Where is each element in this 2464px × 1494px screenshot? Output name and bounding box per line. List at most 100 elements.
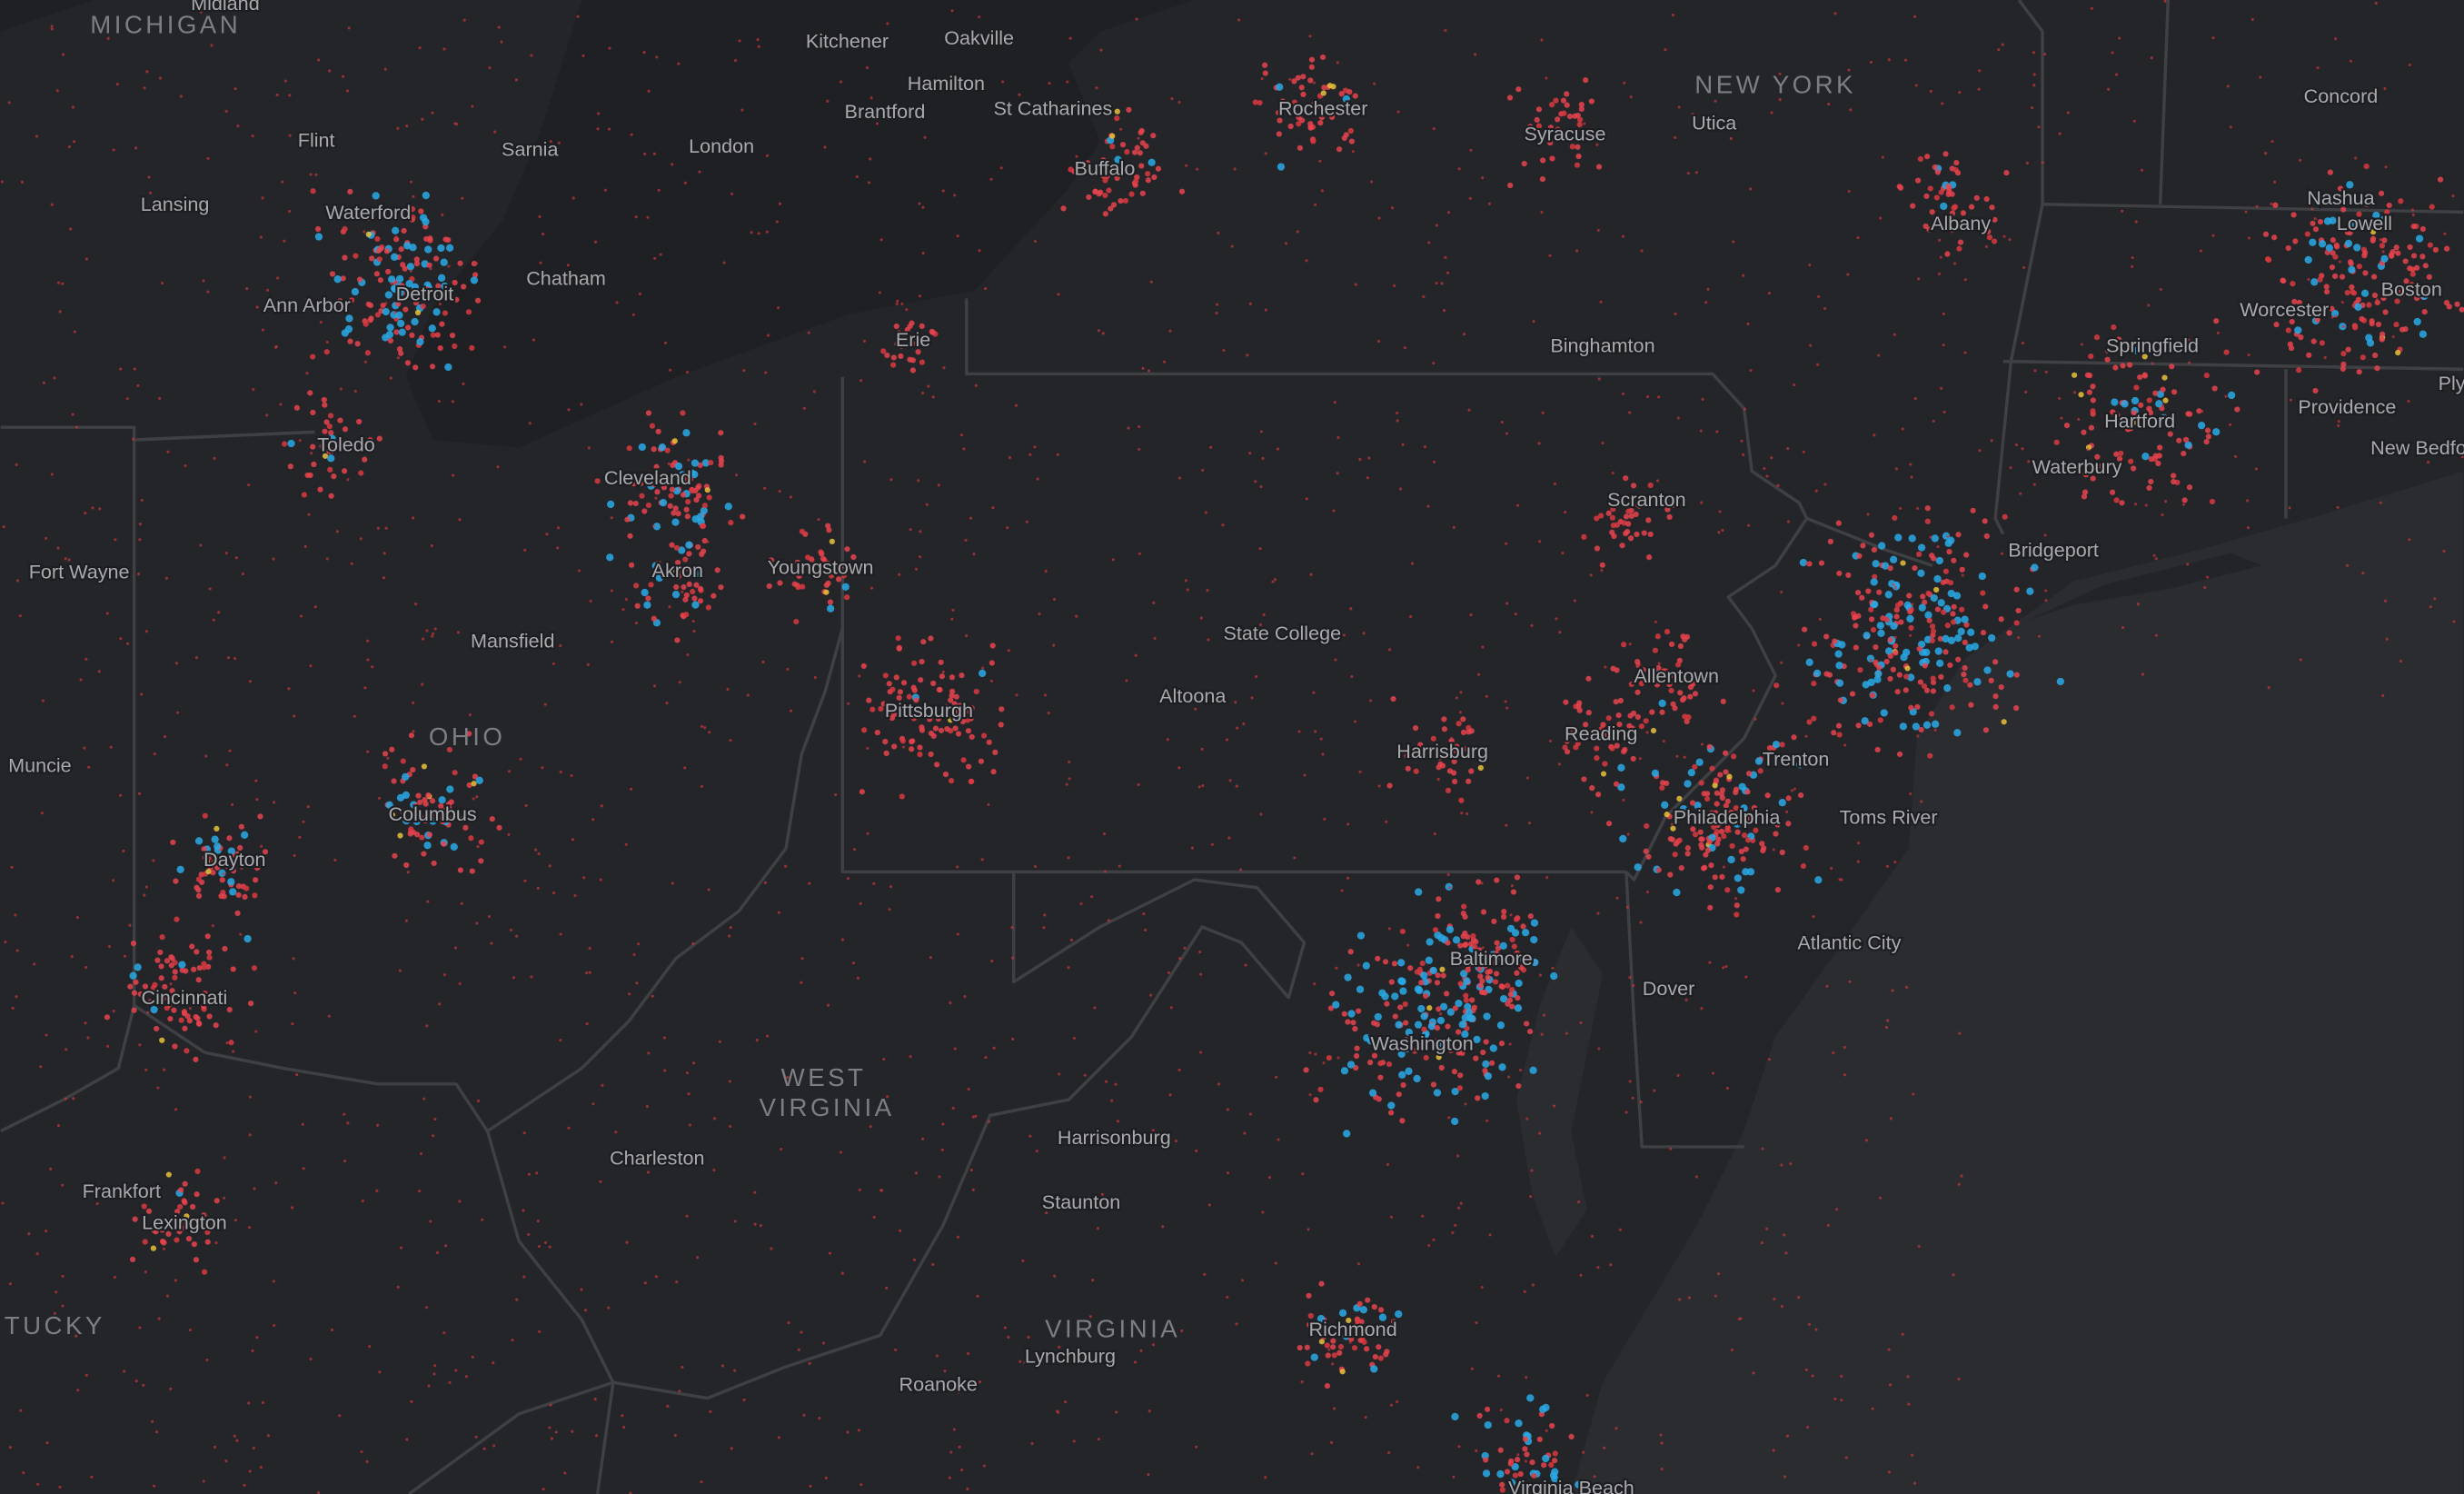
- population-dot: [1363, 1034, 1371, 1042]
- population-dot: [1090, 895, 1094, 899]
- population-dot: [1930, 593, 1938, 603]
- population-dot: [955, 708, 961, 715]
- population-dot: [206, 1013, 213, 1020]
- population-dot: [1538, 973, 1543, 977]
- population-dot: [1126, 106, 1132, 113]
- population-dot: [1896, 184, 1903, 190]
- population-dot: [1643, 718, 1649, 724]
- population-dot: [1296, 115, 1302, 121]
- population-dot: [184, 1048, 190, 1054]
- population-dot: [927, 716, 933, 722]
- population-dot: [667, 462, 671, 465]
- population-dot: [867, 181, 871, 184]
- population-dot: [628, 992, 631, 996]
- population-dot: [412, 730, 415, 733]
- population-dot: [1138, 552, 1141, 555]
- population-dot: [1917, 679, 1923, 685]
- population-dot: [1978, 69, 1982, 73]
- population-dot: [740, 513, 746, 520]
- population-dot: [2317, 276, 2323, 283]
- population-dot: [1342, 95, 1350, 104]
- population-dot: [1773, 682, 1780, 689]
- population-dot: [1992, 693, 1999, 700]
- population-dot: [1670, 822, 1674, 826]
- population-dot: [1414, 1021, 1423, 1029]
- population-dot: [1426, 1005, 1433, 1011]
- population-dot: [1343, 132, 1349, 138]
- population-dot: [652, 152, 656, 155]
- population-dot: [1403, 346, 1406, 350]
- population-dot: [422, 290, 429, 296]
- population-dot: [1014, 403, 1018, 407]
- population-dot: [1874, 670, 1883, 678]
- population-dot: [1840, 1374, 1843, 1378]
- population-dot: [1856, 860, 1860, 863]
- population-dot: [1917, 569, 1925, 577]
- population-dot: [930, 680, 937, 687]
- population-dot: [2395, 349, 2401, 356]
- population-dot: [1818, 617, 1822, 622]
- population-dot: [783, 864, 788, 868]
- population-dot: [341, 468, 348, 474]
- population-dot: [395, 301, 402, 307]
- population-dot: [1963, 278, 1967, 282]
- population-dot: [1887, 58, 1891, 62]
- population-dot: [1738, 848, 1744, 855]
- population-dot: [1779, 742, 1785, 748]
- population-dot: [2327, 169, 2333, 175]
- population-dot: [2250, 17, 2254, 21]
- population-dot: [735, 473, 739, 477]
- population-dot: [2234, 454, 2238, 458]
- city-label: Hartford: [2104, 410, 2175, 433]
- population-dot: [1476, 965, 1483, 972]
- population-dot: [882, 672, 889, 679]
- population-dot: [460, 815, 467, 822]
- population-dot: [1816, 363, 1820, 366]
- population-dot: [40, 812, 44, 815]
- population-dot: [584, 1309, 588, 1312]
- population-dot: [1868, 616, 1875, 622]
- population-dot: [18, 614, 22, 618]
- population-dot: [189, 943, 195, 950]
- population-dot: [1331, 1362, 1335, 1366]
- population-dot: [2025, 161, 2029, 164]
- population-dot: [974, 383, 978, 387]
- population-dot: [1527, 913, 1534, 920]
- population-dot: [2289, 398, 2293, 402]
- population-dot: [2285, 327, 2291, 334]
- population-dot: [855, 174, 859, 179]
- population-dot: [1772, 848, 1775, 852]
- population-dot: [1597, 513, 1605, 519]
- population-dot: [293, 991, 297, 995]
- population-dot: [331, 473, 337, 480]
- population-dot: [1101, 332, 1105, 335]
- population-dot: [645, 1104, 649, 1109]
- population-dot: [2134, 220, 2138, 224]
- population-dot: [638, 292, 642, 295]
- population-dot: [421, 637, 425, 641]
- population-dot: [2330, 315, 2334, 319]
- population-dot: [214, 825, 220, 832]
- population-dot: [1903, 58, 1907, 62]
- population-dot: [165, 1171, 172, 1178]
- population-dot: [1742, 453, 1745, 457]
- population-dot: [1619, 834, 1627, 843]
- population-dot: [474, 262, 479, 265]
- state-label: VIRGINIA: [1045, 1315, 1180, 1343]
- population-dot: [1737, 1317, 1741, 1320]
- population-dot: [1666, 682, 1673, 688]
- population-dot: [1823, 306, 1827, 311]
- population-dot: [1861, 717, 1869, 725]
- population-dot: [1967, 628, 1975, 636]
- population-dot: [112, 879, 115, 882]
- population-dot: [458, 518, 462, 522]
- population-dot: [1517, 953, 1525, 962]
- population-dot: [433, 627, 437, 631]
- population-dot: [821, 1341, 826, 1345]
- population-dot: [1364, 1416, 1367, 1419]
- population-dot: [1485, 694, 1488, 698]
- population-dot: [2032, 483, 2036, 486]
- population-dot: [1613, 699, 1619, 705]
- population-dot: [1469, 997, 1475, 1003]
- population-dot: [2141, 453, 2150, 461]
